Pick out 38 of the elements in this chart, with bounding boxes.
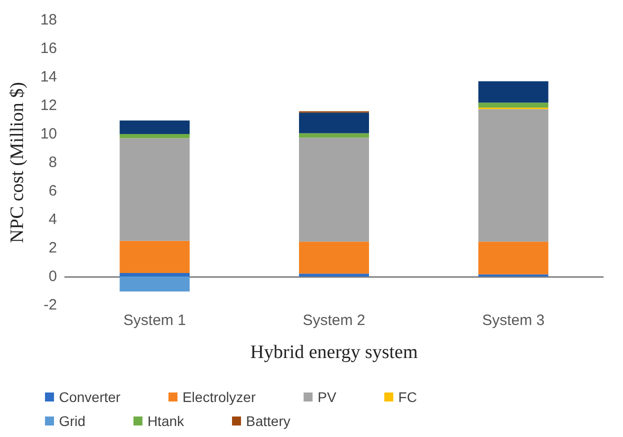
bar (478, 109, 548, 242)
y-tick-label: 16 (40, 40, 57, 57)
bar (120, 272, 190, 276)
legend-label: PV (318, 389, 337, 405)
y-axis-title: NPC cost (Million $) (7, 82, 28, 243)
y-tick-label: 4 (48, 211, 57, 228)
y-tick-label: 10 (40, 126, 57, 142)
legend-label: Grid (59, 413, 86, 429)
legend-label: FC (398, 389, 417, 405)
legend-label: Converter (59, 389, 121, 405)
x-tick-label: System 1 (123, 312, 186, 329)
bar (478, 242, 548, 274)
y-tick-label: -2 (44, 296, 57, 314)
y-tick-label: 8 (48, 154, 57, 171)
bar (478, 81, 548, 103)
bar (120, 276, 190, 292)
bar (299, 133, 369, 138)
x-tick-label: System 2 (302, 312, 366, 329)
bar (478, 102, 548, 108)
x-axis-title: Hybrid energy system (250, 342, 418, 363)
legend-label: Battery (246, 413, 290, 429)
bar (299, 112, 369, 134)
bar (299, 274, 369, 276)
y-tick-label: 6 (48, 182, 57, 200)
bar (120, 138, 190, 241)
bar (120, 240, 190, 273)
y-tick-label: 14 (40, 68, 57, 86)
bar (120, 120, 190, 134)
bar (299, 242, 369, 274)
y-tick-label: 12 (40, 97, 57, 114)
bar (120, 134, 190, 138)
y-tick-label: 18 (40, 12, 57, 28)
y-tick-label: 0 (48, 268, 57, 285)
legend-label: Htank (147, 413, 186, 429)
legend-label: Electrolyzer (182, 389, 256, 405)
y-tick-label: 2 (48, 240, 57, 256)
bar (299, 138, 369, 242)
x-tick-label: System 3 (482, 312, 545, 329)
